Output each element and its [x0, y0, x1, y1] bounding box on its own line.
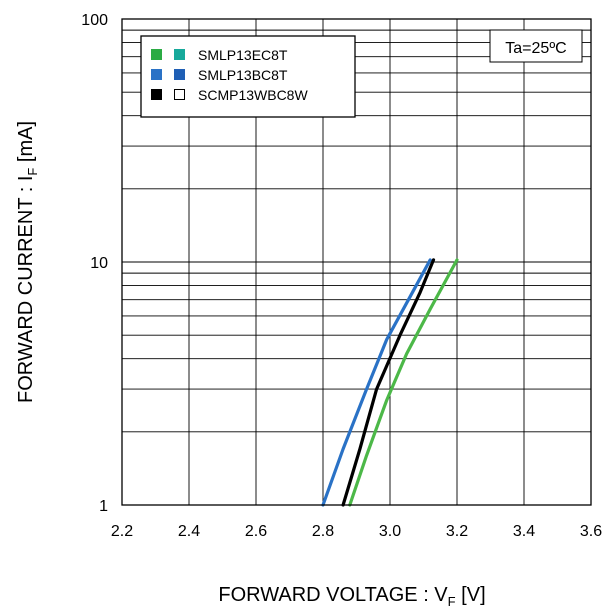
y-axis-label: FORWARD CURRENT : IF [mA]: [15, 121, 40, 403]
series-line-1: [348, 258, 459, 507]
legend-label: SMLP13EC8T: [198, 47, 288, 63]
x-axis-label: FORWARD VOLTAGE : VF [V]: [218, 584, 485, 609]
y-tick-label: 1: [99, 498, 108, 515]
x-tick-labels: 2.2 2.4 2.6 2.8 3.0 3.2 3.4 3.6: [111, 523, 602, 540]
legend-label: SMLP13BC8T: [198, 67, 288, 83]
x-tick-label: 2.6: [245, 523, 267, 540]
grid: [121, 18, 592, 506]
x-tick-label: 3.0: [379, 523, 401, 540]
temperature-annotation-text: Ta=25ºC: [505, 40, 566, 57]
plot-frame: [121, 18, 592, 506]
series-line-2: [321, 258, 432, 507]
legend: SMLP13EC8T SMLP13BC8T SCMP13WBC8W: [140, 35, 356, 118]
series-line-3: [341, 258, 436, 507]
legend-swatch: [174, 69, 185, 80]
x-tick-label: 3.6: [580, 523, 602, 540]
x-tick-label: 3.4: [513, 523, 535, 540]
legend-swatch: [151, 49, 162, 60]
y-tick-label: 100: [81, 12, 108, 29]
x-tick-label: 2.4: [178, 523, 200, 540]
legend-swatch: [174, 89, 185, 100]
x-tick-label: 2.8: [312, 523, 334, 540]
series-layer: [321, 258, 459, 507]
y-tick-label: 10: [90, 255, 108, 272]
legend-swatch: [151, 69, 162, 80]
y-tick-labels: 1 10 100: [81, 12, 108, 515]
temperature-annotation: Ta=25ºC: [489, 29, 583, 63]
x-tick-label: 3.2: [446, 523, 468, 540]
legend-label: SCMP13WBC8W: [198, 87, 308, 103]
legend-swatch: [174, 49, 185, 60]
x-tick-label: 2.2: [111, 523, 133, 540]
legend-swatch: [151, 89, 162, 100]
